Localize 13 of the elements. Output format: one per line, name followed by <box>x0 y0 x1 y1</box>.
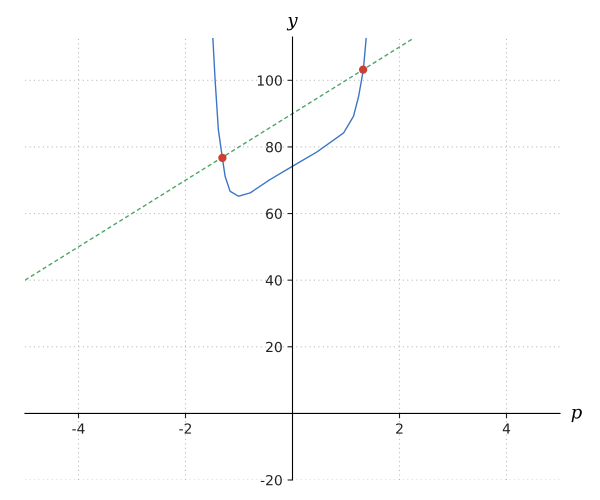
y-tick-label: 80 <box>266 142 282 152</box>
y-tick-label: 100 <box>258 75 282 86</box>
y-tick-label: 40 <box>266 275 282 286</box>
x-tick-label: -4 <box>72 424 85 434</box>
y-axis-title: y <box>286 16 298 30</box>
y-tick-label: 20 <box>266 342 282 352</box>
line-series <box>212 38 367 197</box>
x-tick-label: -2 <box>179 423 192 434</box>
y-tick-label: 60 <box>266 208 282 220</box>
x-axis-title: p <box>571 408 582 422</box>
x-tick-label: 4 <box>502 424 510 434</box>
y-tick-label: -20 <box>260 474 282 486</box>
x-tick-label: 2 <box>396 423 403 434</box>
